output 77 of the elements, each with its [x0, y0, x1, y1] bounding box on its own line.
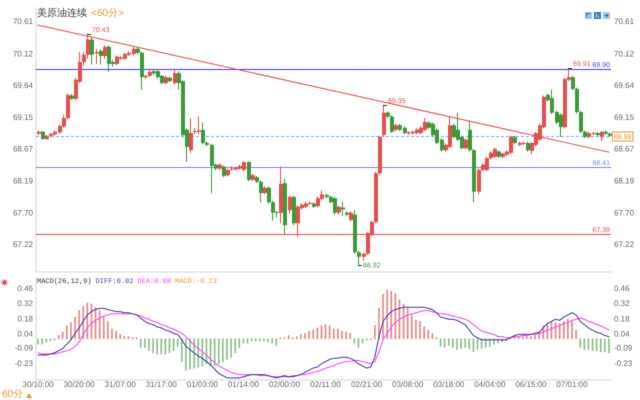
x-tick-label: 03/18:00 — [433, 380, 465, 390]
y-tick-label: 0.32 — [614, 299, 630, 308]
y2-tick-label: 0.04 — [17, 330, 34, 339]
candlestick — [448, 116, 452, 149]
candlestick — [160, 74, 164, 85]
y2-tick-label: -0.09 — [14, 344, 34, 353]
y-tick-label: -0.09 — [614, 344, 633, 353]
candlestick — [99, 48, 103, 66]
y2-tick-label: 68.19 — [12, 176, 34, 186]
x-tick-label: 31/07:00 — [104, 380, 136, 390]
candlestick — [526, 141, 530, 152]
candlestick — [90, 37, 94, 66]
candlestick — [390, 114, 394, 134]
candlestick — [115, 54, 119, 66]
x-tick-label: 01/03:00 — [186, 380, 218, 390]
x-tick-label: 06/15:00 — [515, 380, 548, 390]
x-tick-label: 02/00:00 — [268, 380, 301, 390]
text: 60分 — [2, 389, 24, 400]
candlestick — [107, 45, 111, 72]
candlestick — [559, 112, 563, 138]
candlestick — [210, 143, 214, 194]
candlestick — [288, 195, 292, 214]
candlestick — [382, 104, 386, 137]
y2-tick-label: 67.70 — [12, 208, 34, 218]
x-tick-label: 02/21:00 — [351, 380, 383, 390]
x-tick-label: 04/04:00 — [474, 380, 506, 390]
x-tick-label: 01/14:00 — [228, 380, 260, 390]
y-tick-label: 0.18 — [614, 314, 630, 324]
y-tick-label: 0.04 — [614, 330, 630, 339]
y-tick-label: 68.67 — [614, 144, 635, 154]
x-tick-label: 30/10:00 — [22, 380, 54, 390]
y2-tick-label: 0.18 — [17, 314, 34, 324]
candlestick — [493, 147, 497, 159]
candlestick — [259, 180, 263, 203]
y-tick-label: 70.12 — [614, 49, 635, 58]
candlestick — [222, 164, 226, 178]
candlestick — [464, 138, 468, 150]
x-tick-label: 07/01:00 — [556, 380, 588, 390]
candlestick — [341, 201, 345, 217]
candlestick — [86, 33, 90, 60]
y2-tick-label: -0.23 — [14, 358, 34, 368]
y-tick-label: 69.64 — [614, 80, 635, 90]
candlestick — [333, 196, 337, 216]
y2-tick-label: 70.12 — [12, 49, 34, 58]
candlestick — [197, 116, 201, 135]
x-tick-label: 31/17:00 — [146, 380, 178, 390]
candlestick — [189, 117, 193, 154]
candlestick — [509, 135, 513, 155]
y-tick-label: 0.46 — [614, 284, 630, 294]
y2-tick-label: 67.22 — [12, 240, 34, 250]
candlestick — [247, 160, 251, 182]
candlestick — [103, 45, 107, 60]
candlestick — [242, 160, 246, 172]
candlestick — [173, 68, 177, 85]
y2-tick-label: 69.64 — [12, 80, 34, 90]
y-tick-label: 70.61 — [614, 17, 635, 26]
candlestick — [349, 210, 353, 222]
y-tick-label: 67.22 — [614, 240, 635, 250]
candlestick — [95, 48, 99, 64]
candlestick — [600, 130, 604, 142]
y2-tick-label: 69.15 — [12, 113, 34, 122]
x-tick-label: 30/20:00 — [64, 380, 96, 390]
y-tick-label: -0.23 — [614, 358, 633, 368]
y2-tick-label: 68.67 — [12, 144, 34, 154]
y-tick-label: 67.70 — [614, 208, 635, 218]
y2-tick-label: 70.61 — [12, 17, 34, 26]
candlestick — [201, 122, 205, 145]
y-tick-label: 68.19 — [614, 176, 635, 186]
y2-tick-label: 0.32 — [17, 299, 34, 308]
candlestick — [423, 117, 427, 132]
x-tick-label: 02/11:00 — [310, 380, 342, 390]
chart-title: 美原油连续 — [37, 8, 87, 19]
chart-subtitle: <60分> — [91, 8, 124, 19]
y2-tick-label: 0.46 — [17, 284, 34, 294]
x-tick-label: 03/08:00 — [392, 380, 424, 390]
y-tick-label: 69.15 — [614, 113, 635, 122]
candlestick — [337, 205, 341, 216]
